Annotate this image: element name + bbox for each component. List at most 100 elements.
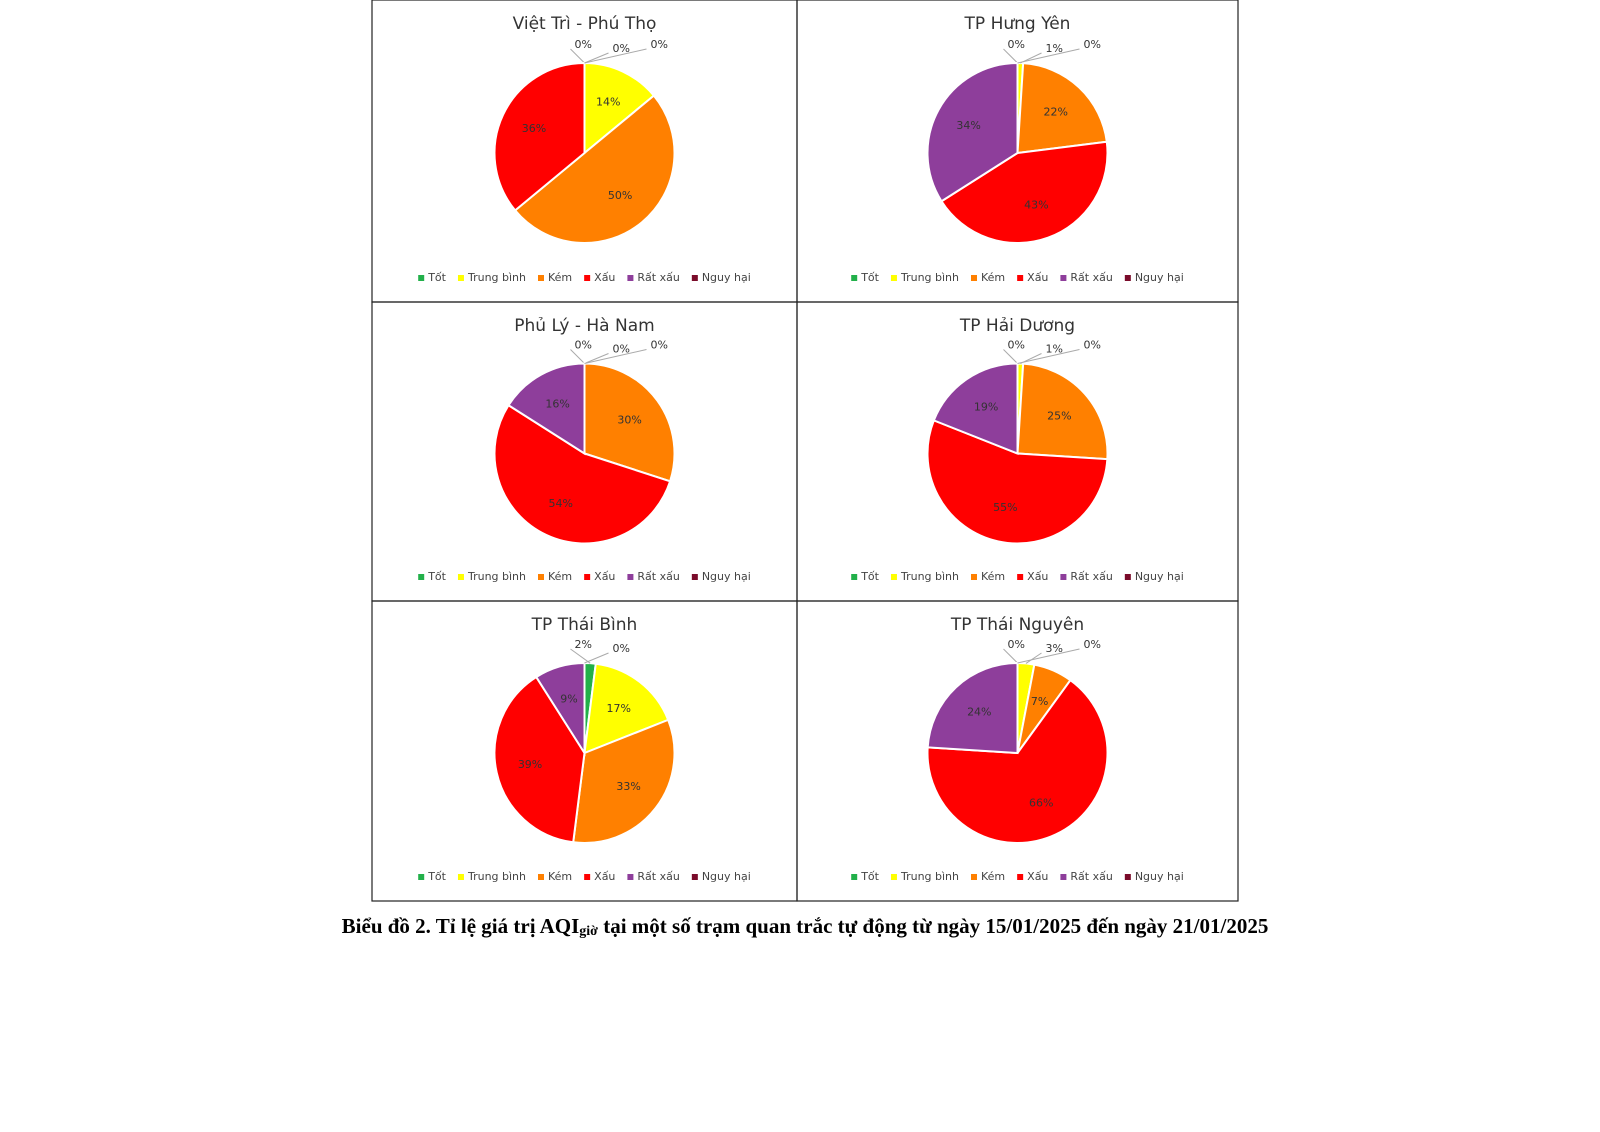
legend-label: Xấu bbox=[1027, 271, 1048, 284]
legend-swatch bbox=[851, 574, 858, 580]
legend-swatch bbox=[851, 874, 858, 880]
legend-swatch bbox=[627, 275, 634, 281]
data-label: 24% bbox=[967, 705, 991, 718]
legend-swatch bbox=[1017, 275, 1024, 281]
legend-label: Nguy hại bbox=[702, 870, 751, 883]
pie-slice bbox=[932, 362, 1019, 455]
pie-slice bbox=[583, 61, 656, 156]
leader-line bbox=[570, 349, 585, 364]
legend-label: Tốt bbox=[427, 870, 446, 883]
data-label: 34% bbox=[956, 119, 980, 132]
legend-swatch bbox=[1060, 874, 1067, 880]
legend-swatch bbox=[627, 574, 634, 580]
chart-title: Phủ Lý - Hà Nam bbox=[514, 316, 654, 336]
data-label: 7% bbox=[1031, 695, 1048, 708]
pie-slice bbox=[493, 403, 672, 545]
legend-label: Nguy hại bbox=[702, 570, 751, 583]
pie-slice bbox=[583, 362, 676, 483]
legend-label: Trung bình bbox=[900, 870, 959, 883]
legend-label: Rất xấu bbox=[1070, 870, 1112, 883]
legend-swatch bbox=[418, 574, 425, 580]
pie-chart: TP Hưng Yên 0% 1% 22% 43% 34% 0% Tốt Trung bình K… bbox=[796, 0, 1239, 303]
legend-label: Nguy hại bbox=[702, 271, 751, 284]
data-label: 55% bbox=[993, 501, 1017, 514]
legend-swatch bbox=[538, 874, 544, 880]
leader-line bbox=[584, 52, 609, 64]
legend-label: Xấu bbox=[1027, 870, 1048, 883]
caption-subscript: giờ bbox=[579, 924, 598, 939]
legend-swatch bbox=[584, 574, 591, 580]
caption: Biểu đồ 2. Tỉ lệ giá trị AQIgiờ tại một … bbox=[342, 914, 1269, 939]
data-label: 0% bbox=[651, 38, 668, 51]
legend-swatch bbox=[584, 275, 591, 281]
legend: Tốt Trung bình Kém Xấu Rất xấu Nguy hại bbox=[418, 870, 751, 883]
leader-line bbox=[584, 349, 647, 364]
legend-label: Trung bình bbox=[900, 570, 959, 583]
legend-label: Kém bbox=[981, 570, 1005, 583]
legend-swatch bbox=[627, 874, 634, 880]
legend-label: Rất xấu bbox=[637, 570, 679, 583]
leader-line bbox=[570, 648, 591, 664]
data-label: 16% bbox=[545, 398, 569, 411]
legend-label: Nguy hại bbox=[1135, 570, 1184, 583]
legend-swatch bbox=[1017, 574, 1024, 580]
legend-label: Nguy hại bbox=[1135, 271, 1184, 284]
legend-swatch bbox=[890, 874, 897, 880]
data-label: 0% bbox=[613, 642, 630, 655]
legend-swatch bbox=[691, 874, 698, 880]
pie-slice bbox=[493, 61, 586, 212]
legend-label: Tốt bbox=[860, 570, 879, 583]
legend-swatch bbox=[851, 275, 858, 281]
data-label: 39% bbox=[518, 758, 542, 771]
legend: Tốt Trung bình Kém Xấu Rất xấu Nguy hại bbox=[418, 271, 751, 284]
data-label: 0% bbox=[1084, 38, 1101, 51]
legend-label: Trung bình bbox=[467, 570, 526, 583]
legend-swatch bbox=[971, 275, 977, 281]
data-label: 2% bbox=[575, 638, 592, 651]
data-label: 0% bbox=[613, 42, 630, 55]
data-label: 19% bbox=[974, 400, 998, 413]
legend-swatch bbox=[457, 874, 464, 880]
legend-label: Tốt bbox=[860, 271, 879, 284]
data-label: 0% bbox=[575, 339, 592, 352]
leader-line bbox=[1017, 48, 1080, 64]
legend-label: Rất xấu bbox=[637, 870, 679, 883]
legend-label: Tốt bbox=[427, 271, 446, 284]
pie-chart: Việt Trì - Phú Thọ 0% 14% 50% 36% 0% 0% Tốt Trun… bbox=[371, 0, 798, 303]
legend: Tốt Trung bình Kém Xấu Rất xấu Nguy hại bbox=[418, 570, 751, 583]
leader-line bbox=[570, 48, 585, 64]
legend-label: Xấu bbox=[1027, 570, 1048, 583]
pie-chart: TP Hải Dương 0% 1% 25% 55% 19% 0% Tốt Trung bình… bbox=[796, 301, 1239, 602]
data-label: 0% bbox=[651, 339, 668, 352]
pie-chart: TP Thái Bình 2% 17% 33% 39% 9% 0% Tốt Trung bình… bbox=[371, 600, 798, 902]
legend-swatch bbox=[1124, 874, 1131, 880]
data-label: 14% bbox=[596, 96, 620, 109]
leader-line bbox=[1003, 48, 1018, 64]
legend: Tốt Trung bình Kém Xấu Rất xấu Nguy hại bbox=[851, 570, 1184, 583]
legend-label: Rất xấu bbox=[1070, 271, 1112, 284]
data-label: 22% bbox=[1043, 105, 1067, 118]
legend-label: Kém bbox=[548, 870, 572, 883]
legend-label: Xấu bbox=[594, 870, 615, 883]
legend-swatch bbox=[538, 574, 544, 580]
legend-label: Kém bbox=[981, 271, 1005, 284]
chart-title: TP Hải Dương bbox=[959, 316, 1075, 336]
legend-label: Tốt bbox=[860, 870, 879, 883]
legend-swatch bbox=[1124, 574, 1131, 580]
legend-label: Xấu bbox=[594, 570, 615, 583]
chart-title: TP Hưng Yên bbox=[964, 14, 1071, 34]
legend-label: Trung bình bbox=[900, 271, 959, 284]
legend: Tốt Trung bình Kém Xấu Rất xấu Nguy hại bbox=[851, 870, 1184, 883]
pie-slice bbox=[513, 94, 676, 244]
data-label: 0% bbox=[1008, 638, 1025, 651]
pie-slice bbox=[1016, 62, 1108, 155]
legend-label: Rất xấu bbox=[1070, 570, 1112, 583]
legend: Tốt Trung bình Kém Xấu Rất xấu Nguy hại bbox=[851, 271, 1184, 284]
leader-line bbox=[1003, 349, 1018, 364]
legend-swatch bbox=[418, 275, 425, 281]
pie-slice bbox=[583, 662, 670, 755]
data-label: 1% bbox=[1046, 42, 1063, 55]
legend-label: Kém bbox=[981, 870, 1005, 883]
